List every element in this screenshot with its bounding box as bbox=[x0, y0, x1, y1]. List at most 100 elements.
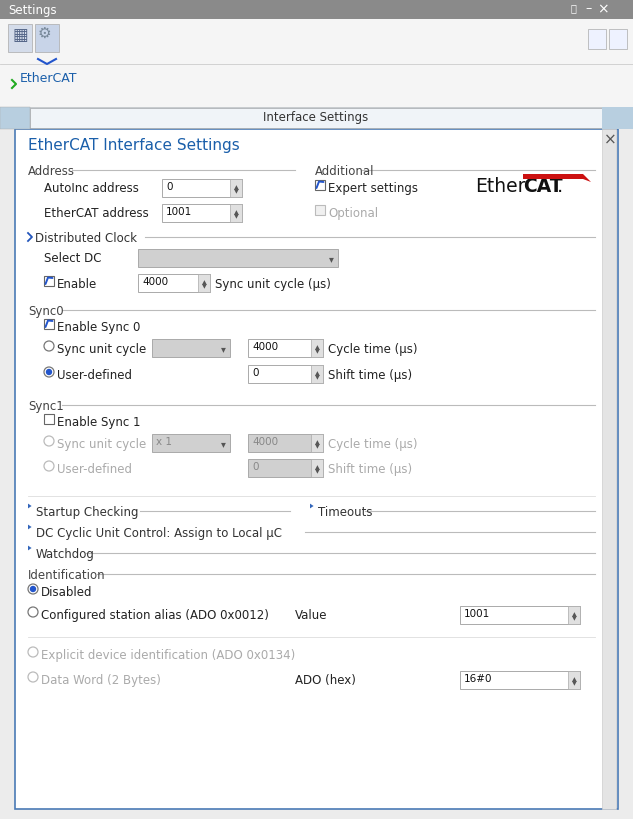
FancyBboxPatch shape bbox=[44, 277, 54, 287]
Circle shape bbox=[28, 584, 38, 595]
FancyBboxPatch shape bbox=[311, 365, 323, 383]
Text: ▲: ▲ bbox=[572, 611, 577, 616]
FancyBboxPatch shape bbox=[152, 434, 230, 452]
Circle shape bbox=[44, 437, 54, 446]
Text: Identification: Identification bbox=[28, 568, 106, 581]
Polygon shape bbox=[28, 504, 32, 509]
FancyBboxPatch shape bbox=[0, 65, 633, 108]
FancyBboxPatch shape bbox=[30, 109, 602, 129]
Circle shape bbox=[44, 461, 54, 472]
Text: Cycle time (μs): Cycle time (μs) bbox=[328, 342, 418, 355]
Text: ▲: ▲ bbox=[572, 676, 577, 681]
Text: Watchdog: Watchdog bbox=[36, 547, 95, 560]
Text: ▾: ▾ bbox=[220, 438, 225, 449]
Text: 4000: 4000 bbox=[252, 342, 278, 351]
Text: ▼: ▼ bbox=[315, 374, 320, 379]
Circle shape bbox=[30, 586, 35, 592]
Text: ▼: ▼ bbox=[572, 680, 577, 686]
FancyBboxPatch shape bbox=[16, 699, 617, 808]
Text: Shift time (μs): Shift time (μs) bbox=[328, 369, 412, 382]
FancyBboxPatch shape bbox=[248, 340, 323, 358]
Text: –: – bbox=[585, 2, 591, 15]
FancyBboxPatch shape bbox=[44, 414, 54, 424]
Text: Interface Settings: Interface Settings bbox=[263, 111, 368, 124]
Text: EtherCAT: EtherCAT bbox=[20, 72, 77, 85]
FancyBboxPatch shape bbox=[609, 30, 627, 50]
Text: Shift time (μs): Shift time (μs) bbox=[328, 463, 412, 475]
FancyBboxPatch shape bbox=[248, 434, 323, 452]
FancyBboxPatch shape bbox=[315, 206, 325, 215]
Text: Explicit device identification (ADO 0x0134): Explicit device identification (ADO 0x01… bbox=[41, 648, 295, 661]
Text: 16#0: 16#0 bbox=[464, 673, 492, 683]
Text: .: . bbox=[557, 177, 563, 197]
Text: ▲: ▲ bbox=[234, 185, 239, 190]
Text: Sync unit cycle: Sync unit cycle bbox=[57, 342, 146, 355]
Text: Data Word (2 Bytes): Data Word (2 Bytes) bbox=[41, 673, 161, 686]
Text: ⚙: ⚙ bbox=[38, 26, 52, 41]
FancyBboxPatch shape bbox=[568, 606, 580, 624]
Text: ▲: ▲ bbox=[202, 279, 206, 285]
Text: Enable: Enable bbox=[57, 278, 97, 291]
Text: ▲: ▲ bbox=[234, 210, 239, 215]
Text: ▼: ▼ bbox=[315, 443, 320, 449]
FancyBboxPatch shape bbox=[568, 672, 580, 689]
Text: Startup Checking: Startup Checking bbox=[36, 505, 139, 518]
Text: Expert settings: Expert settings bbox=[328, 182, 418, 195]
Text: ▼: ▼ bbox=[234, 214, 239, 219]
Text: ▼: ▼ bbox=[315, 468, 320, 473]
Text: Value: Value bbox=[295, 609, 327, 622]
Text: Sync1: Sync1 bbox=[28, 400, 64, 413]
FancyBboxPatch shape bbox=[311, 340, 323, 358]
Text: Sync unit cycle: Sync unit cycle bbox=[57, 437, 146, 450]
Text: Sync unit cycle (μs): Sync unit cycle (μs) bbox=[215, 278, 331, 291]
Text: ▦: ▦ bbox=[12, 26, 28, 44]
FancyBboxPatch shape bbox=[230, 205, 242, 223]
FancyBboxPatch shape bbox=[460, 606, 580, 624]
Text: 0: 0 bbox=[252, 368, 258, 378]
Text: Optional: Optional bbox=[328, 206, 378, 219]
FancyBboxPatch shape bbox=[230, 180, 242, 197]
Text: ▲: ▲ bbox=[315, 440, 320, 445]
Text: ▲: ▲ bbox=[315, 370, 320, 376]
Text: AutoInc address: AutoInc address bbox=[44, 182, 139, 195]
Text: Enable Sync 1: Enable Sync 1 bbox=[57, 415, 141, 428]
Text: Additional: Additional bbox=[315, 165, 375, 178]
Text: Settings: Settings bbox=[8, 4, 56, 17]
Text: Disabled: Disabled bbox=[41, 586, 92, 598]
Text: ▼: ▼ bbox=[234, 188, 239, 194]
FancyBboxPatch shape bbox=[523, 174, 583, 180]
Text: Address: Address bbox=[28, 165, 75, 178]
Text: Select DC: Select DC bbox=[44, 251, 101, 265]
Polygon shape bbox=[310, 504, 313, 509]
Polygon shape bbox=[28, 546, 32, 550]
Text: CAT: CAT bbox=[523, 177, 563, 197]
FancyBboxPatch shape bbox=[8, 25, 32, 53]
FancyBboxPatch shape bbox=[15, 130, 618, 809]
Text: 4000: 4000 bbox=[142, 277, 168, 287]
Text: ▼: ▼ bbox=[315, 349, 320, 354]
Text: 0: 0 bbox=[166, 182, 173, 192]
FancyBboxPatch shape bbox=[138, 250, 338, 268]
Text: ▲: ▲ bbox=[315, 345, 320, 350]
FancyBboxPatch shape bbox=[0, 0, 633, 20]
FancyBboxPatch shape bbox=[588, 30, 606, 50]
Text: ▲: ▲ bbox=[315, 464, 320, 469]
FancyBboxPatch shape bbox=[311, 459, 323, 477]
Text: Configured station alias (ADO 0x0012): Configured station alias (ADO 0x0012) bbox=[41, 609, 269, 622]
Circle shape bbox=[28, 607, 38, 618]
Text: 1001: 1001 bbox=[464, 609, 490, 618]
Circle shape bbox=[44, 368, 54, 378]
Text: User-defined: User-defined bbox=[57, 463, 132, 475]
Circle shape bbox=[28, 672, 38, 682]
FancyBboxPatch shape bbox=[0, 108, 30, 130]
Polygon shape bbox=[583, 174, 591, 183]
Text: x 1: x 1 bbox=[156, 437, 172, 446]
Text: ▼: ▼ bbox=[202, 283, 206, 288]
FancyBboxPatch shape bbox=[0, 20, 633, 65]
FancyBboxPatch shape bbox=[198, 274, 210, 292]
FancyBboxPatch shape bbox=[152, 340, 230, 358]
Text: ADO (hex): ADO (hex) bbox=[295, 673, 356, 686]
Text: ▾: ▾ bbox=[329, 254, 334, 264]
Text: Cycle time (μs): Cycle time (μs) bbox=[328, 437, 418, 450]
Text: EtherCAT address: EtherCAT address bbox=[44, 206, 149, 219]
